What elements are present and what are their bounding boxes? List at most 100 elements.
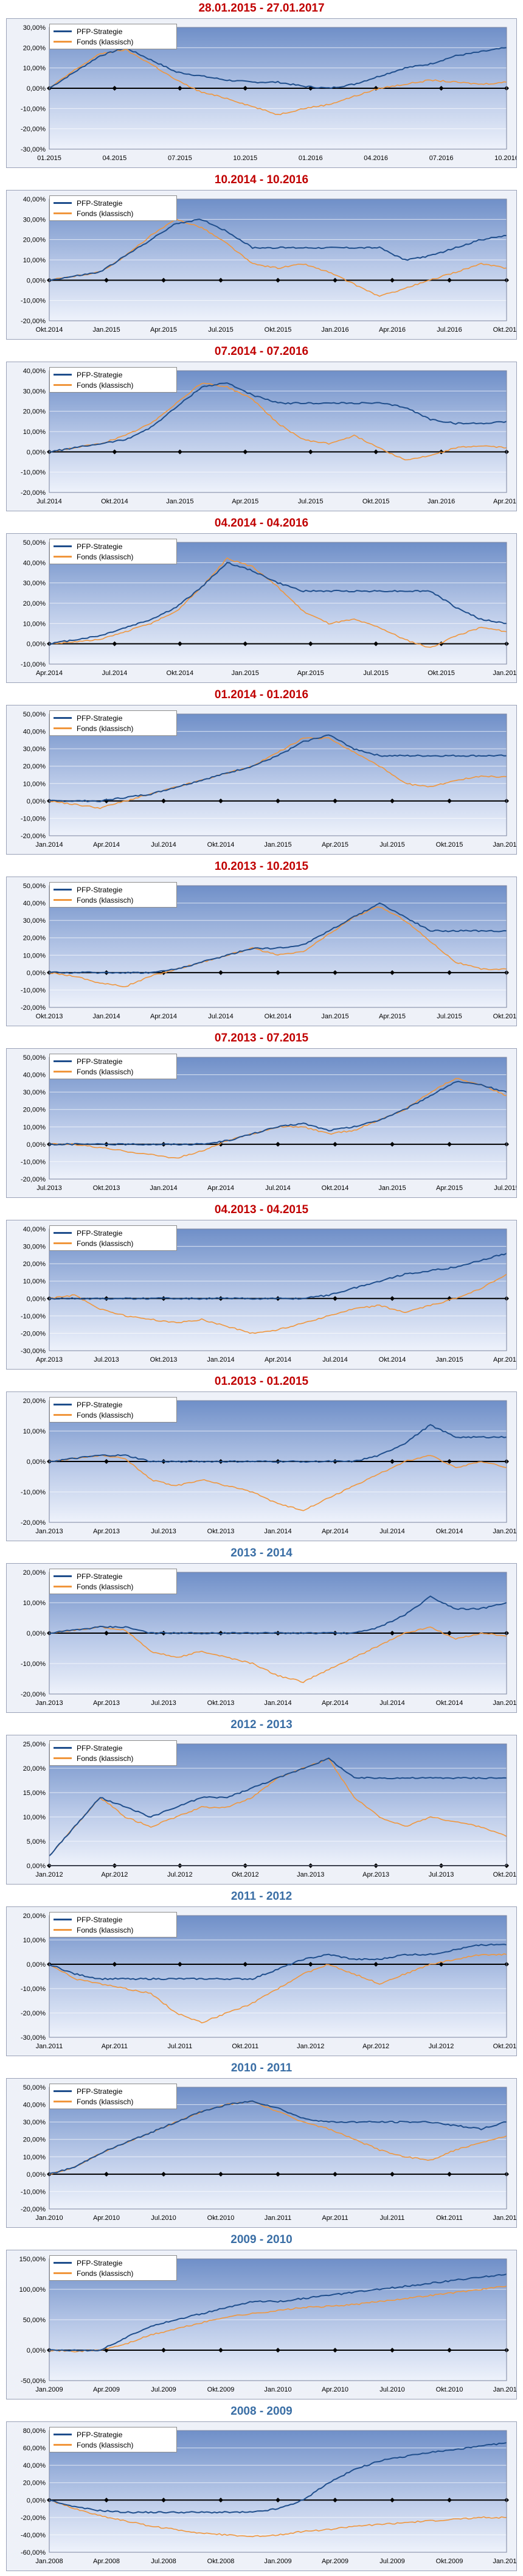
legend-swatch xyxy=(54,202,72,204)
y-tick-label: 80,00% xyxy=(23,2427,46,2435)
chart-frame: 50,00% 40,00% 30,00% 20,00% 10,00% 0,00% -10,0… xyxy=(6,2078,517,2228)
y-tick-label: 10,00% xyxy=(23,952,46,959)
x-tick-label: Okt.2011 xyxy=(232,2043,258,2050)
legend-swatch xyxy=(54,2434,72,2435)
chart-frame: 20,00% 10,00% 0,00% -10,00% -20,00% Jan.2013 A… xyxy=(6,1563,517,1713)
chart-panel: 04.2013 - 04.2015 40,00% 30,00% 20,00% 10,00… xyxy=(0,1202,523,1373)
x-tick-label: Jul.2012 xyxy=(429,2043,454,2050)
legend-label: Fonds (klassisch) xyxy=(77,1582,134,1591)
x-tick-label: Jul.2014 xyxy=(379,1699,405,1707)
series-line-strategy xyxy=(49,1424,507,1463)
x-tick-label: Jan.2014 xyxy=(92,1013,120,1020)
x-tick-label: Jan.2015 xyxy=(493,1528,516,1535)
legend-label: Fonds (klassisch) xyxy=(77,2097,134,2106)
y-tick-label: 50,00% xyxy=(23,711,46,718)
y-tick-label: -20,00% xyxy=(21,1176,46,1183)
plot-border xyxy=(49,885,507,1008)
zero-line-marker xyxy=(308,1962,313,1967)
legend: PFP-Strategie Fonds (klassisch) xyxy=(49,367,177,393)
legend-label: Fonds (klassisch) xyxy=(77,895,134,905)
y-tick-label: 0,00% xyxy=(27,277,46,284)
legend: PFP-Strategie Fonds (klassisch) xyxy=(49,2255,177,2281)
period-title: 04.2013 - 04.2015 xyxy=(214,1203,309,1216)
x-tick-label: Jan.2010 xyxy=(493,2558,516,2565)
chart-frame: 50,00% 40,00% 30,00% 20,00% 10,00% 0,00% -10,0… xyxy=(6,877,517,1026)
plot-border xyxy=(49,1228,507,1351)
x-tick-label: Jan.2011 xyxy=(265,2214,291,2222)
y-tick-label: 5,00% xyxy=(27,1838,46,1846)
zero-line-marker xyxy=(390,1459,395,1464)
x-tick-label: 04.2016 xyxy=(364,155,388,162)
legend-label: Fonds (klassisch) xyxy=(77,209,134,218)
zero-line-marker xyxy=(333,970,338,975)
legend: PFP-Strategie Fonds (klassisch) xyxy=(49,539,177,564)
zero-line-marker xyxy=(373,449,379,455)
y-tick-label: -20,00% xyxy=(21,2206,46,2213)
x-tick-label: Okt.2015 xyxy=(436,841,463,849)
x-tick-label: Apr.2016 xyxy=(493,498,516,505)
plot-border xyxy=(49,27,507,150)
chart-panel: 10.2014 - 10.2016 40,00% 30,00% 20,00% 10,00… xyxy=(0,172,523,343)
x-tick-label: Okt.2014 xyxy=(167,670,194,677)
zero-line-marker xyxy=(390,2348,395,2353)
zero-line-marker xyxy=(104,278,109,283)
x-tick-label: 01.2015 xyxy=(37,155,61,162)
plot-border xyxy=(49,198,507,321)
zero-line-marker xyxy=(308,641,313,646)
legend-label: PFP-Strategie xyxy=(77,198,123,208)
x-tick-label: Okt.2015 xyxy=(362,498,390,505)
x-tick-label: Okt.2015 xyxy=(428,670,455,677)
legend-label: Fonds (klassisch) xyxy=(77,1925,134,1934)
y-tick-label: -10,00% xyxy=(21,1313,46,1320)
zero-line-marker xyxy=(447,1141,452,1147)
y-tick-label: -10,00% xyxy=(21,469,46,477)
legend: PFP-Strategie Fonds (klassisch) xyxy=(49,1569,177,1594)
y-tick-label: 0,00% xyxy=(27,2497,46,2504)
legend-entry-strategy: PFP-Strategie xyxy=(54,1056,173,1066)
period-title: 01.2013 - 01.2015 xyxy=(214,1375,309,1388)
x-tick-label: Jan.2014 xyxy=(264,1699,291,1707)
legend-swatch xyxy=(54,1929,72,1931)
y-tick-label: 40,00% xyxy=(23,2102,46,2109)
x-tick-label: Jul.2009 xyxy=(151,2386,176,2393)
chart-frame: 50,00% 40,00% 30,00% 20,00% 10,00% 0,00% -10,0… xyxy=(6,1048,517,1198)
legend-swatch xyxy=(54,1404,72,1405)
y-tick-label: 0,00% xyxy=(27,1295,46,1303)
period-title: 2010 - 2011 xyxy=(230,2062,293,2074)
legend-label: PFP-Strategie xyxy=(77,885,123,894)
y-tick-label: 30,00% xyxy=(23,216,46,223)
y-tick-label: 20,00% xyxy=(23,1765,46,1773)
x-tick-label: Jan.2012 xyxy=(493,2214,516,2222)
x-tick-label: Apr.2011 xyxy=(102,2043,128,2050)
legend-label: PFP-Strategie xyxy=(77,1915,123,1924)
series-line-fund xyxy=(49,2286,507,2353)
y-tick-label: 10,00% xyxy=(23,1814,46,1821)
legend-swatch xyxy=(54,374,72,376)
series-line-fund xyxy=(49,1626,507,1683)
chart-frame: 40,00% 30,00% 20,00% 10,00% 0,00% -10,00% -20,… xyxy=(6,190,517,340)
legend-label: PFP-Strategie xyxy=(77,1228,123,1237)
y-tick-label: -20,00% xyxy=(21,1519,46,1527)
legend-entry-fund: Fonds (klassisch) xyxy=(54,1238,173,1248)
x-tick-label: Jul.2013 xyxy=(151,1528,176,1535)
y-tick-label: 20,00% xyxy=(23,1107,46,1114)
x-tick-label: Apr.2013 xyxy=(362,1871,389,1878)
zero-line-marker xyxy=(275,798,280,803)
series-line-strategy xyxy=(49,2273,507,2352)
y-tick-label: 0,00% xyxy=(27,85,46,93)
zero-line-marker xyxy=(333,798,338,803)
legend-swatch xyxy=(54,899,72,901)
legend-swatch xyxy=(54,2101,72,2102)
legend-entry-strategy: PFP-Strategie xyxy=(54,1571,173,1581)
y-tick-label: -10,00% xyxy=(21,661,46,668)
plot-border xyxy=(49,1400,507,1523)
y-tick-label: 25,00% xyxy=(23,1741,46,1748)
x-tick-label: Jan.2014 xyxy=(150,1185,177,1192)
y-tick-label: 60,00% xyxy=(23,2445,46,2452)
legend-entry-fund: Fonds (klassisch) xyxy=(54,2440,173,2450)
zero-line-marker xyxy=(390,1141,395,1147)
series-line-fund xyxy=(49,906,507,987)
x-tick-label: Apr.2014 xyxy=(322,1528,348,1535)
y-tick-label: -30,00% xyxy=(21,146,46,153)
legend-label: PFP-Strategie xyxy=(77,27,123,36)
